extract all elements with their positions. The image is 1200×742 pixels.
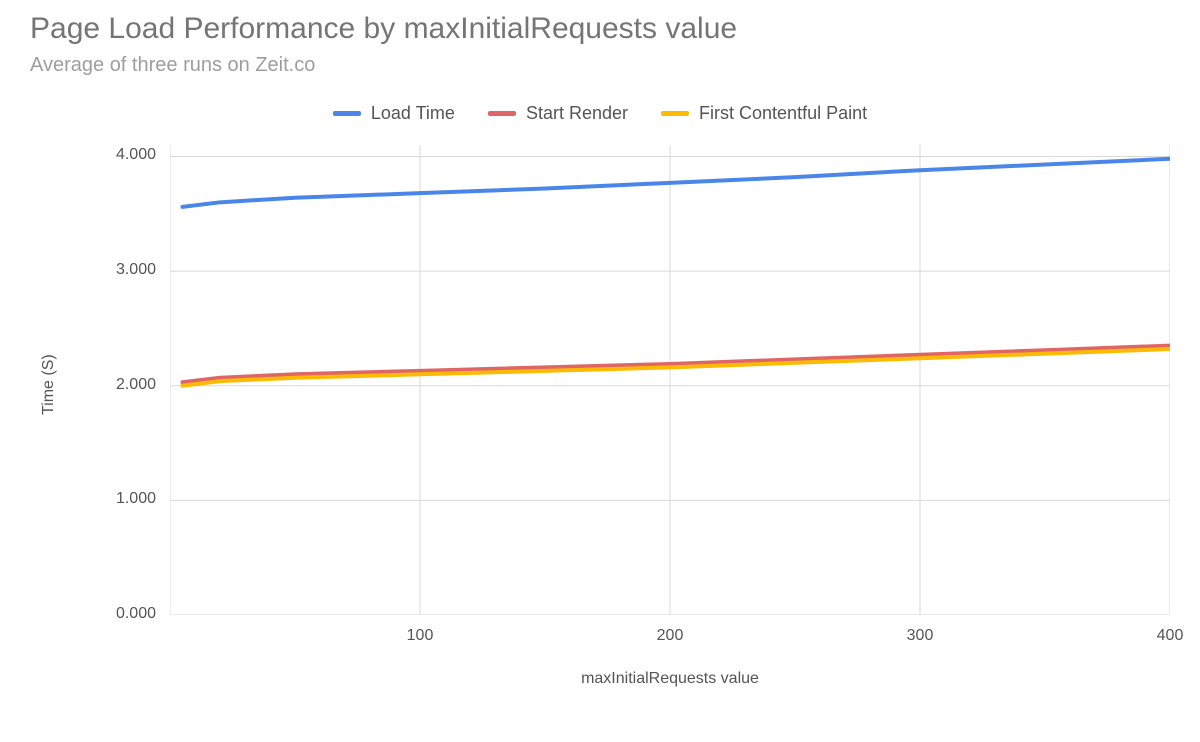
y-tick-label: 2.000	[116, 376, 156, 394]
legend-label: First Contentful Paint	[699, 103, 867, 124]
chart-plot	[170, 145, 1170, 615]
y-tick-label: 3.000	[116, 261, 156, 279]
series-line	[183, 349, 1171, 386]
gridlines	[170, 145, 1170, 615]
series-line	[183, 159, 1171, 207]
legend-item-start-render: Start Render	[488, 103, 628, 124]
x-axis-label: maxInitialRequests value	[170, 670, 1170, 688]
legend-swatch	[661, 111, 689, 116]
chart-subtitle: Average of three runs on Zeit.co	[30, 54, 315, 77]
y-tick-label: 0.000	[116, 605, 156, 623]
y-tick-label: 4.000	[116, 146, 156, 164]
chart-title: Page Load Performance by maxInitialReque…	[30, 12, 737, 46]
legend-swatch	[333, 111, 361, 116]
legend-item-load-time: Load Time	[333, 103, 455, 124]
legend-item-fcp: First Contentful Paint	[661, 103, 867, 124]
chart-container: Page Load Performance by maxInitialReque…	[0, 0, 1200, 742]
chart-legend: Load Time Start Render First Contentful …	[0, 100, 1200, 124]
y-tick-label: 1.000	[116, 490, 156, 508]
x-tick-label: 200	[650, 627, 690, 645]
legend-swatch	[488, 111, 516, 116]
x-tick-label: 100	[400, 627, 440, 645]
legend-label: Load Time	[371, 103, 455, 124]
x-tick-label: 400	[1150, 627, 1190, 645]
y-axis-label: Time (S)	[40, 354, 58, 415]
legend-label: Start Render	[526, 103, 628, 124]
series-lines	[183, 159, 1171, 386]
x-tick-label: 300	[900, 627, 940, 645]
